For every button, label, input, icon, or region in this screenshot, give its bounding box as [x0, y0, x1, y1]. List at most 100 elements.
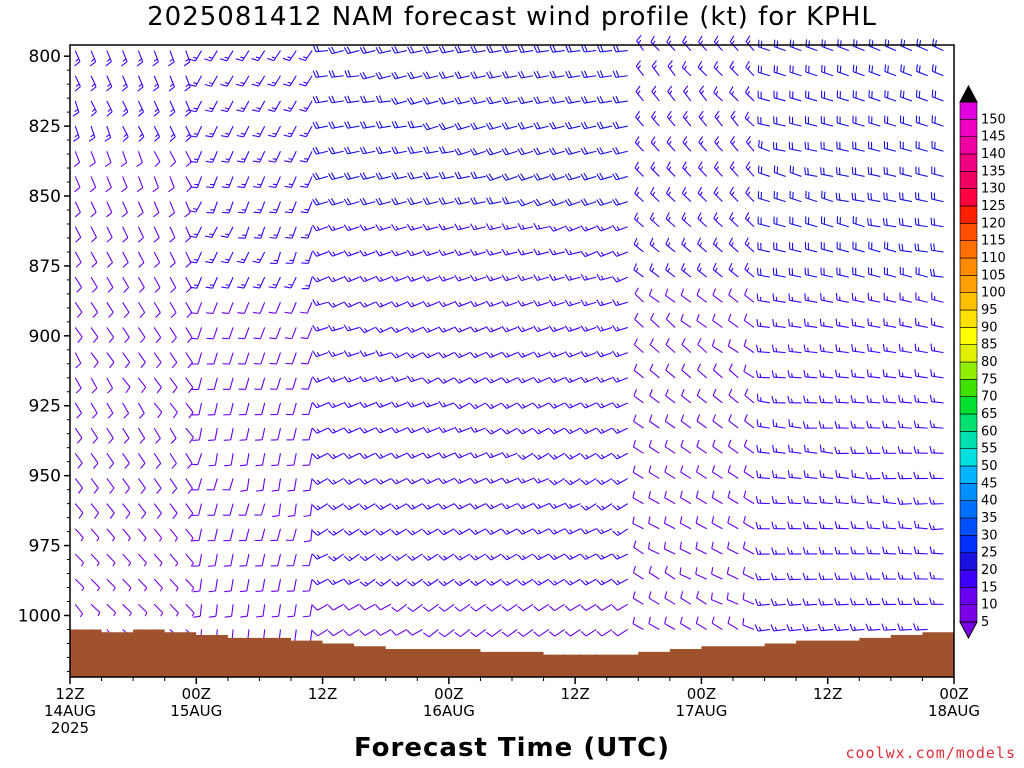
barb-half-flag	[379, 504, 384, 509]
wind-barb	[744, 388, 755, 404]
wind-barb	[168, 75, 176, 92]
barb-flag	[328, 555, 335, 562]
barb-flag	[533, 222, 538, 230]
wind-barb	[850, 420, 865, 429]
barb-half-flag	[506, 301, 510, 306]
barb-flag	[517, 631, 524, 637]
barb-half-flag	[138, 108, 143, 113]
wind-barb	[632, 440, 644, 454]
barb-half-flag	[822, 473, 825, 478]
barb-flag	[596, 70, 601, 78]
wind-barb	[298, 75, 313, 87]
wind-barb	[633, 363, 644, 379]
wind-barb	[517, 96, 534, 105]
barb-shaft	[394, 150, 407, 155]
barb-shaft	[411, 628, 423, 636]
barb-shaft	[601, 603, 613, 611]
barb-flag	[153, 212, 160, 218]
barb-half-flag	[185, 58, 190, 62]
wind-barb	[454, 45, 471, 54]
barb-half-flag	[822, 524, 825, 529]
wind-barb	[267, 50, 281, 62]
barb-shaft	[616, 402, 628, 409]
barb-flag	[727, 465, 731, 473]
barb-flag	[612, 96, 617, 104]
barb-shaft	[410, 175, 423, 180]
barb-shaft	[169, 553, 179, 564]
barb-shaft	[185, 276, 192, 288]
wind-barb	[240, 604, 250, 618]
barb-flag	[283, 109, 291, 112]
wind-barb	[612, 324, 628, 332]
barb-flag	[882, 495, 885, 503]
barb-flag	[438, 529, 445, 536]
barb-flag	[651, 110, 656, 118]
wind-barb	[359, 275, 376, 283]
barb-shaft	[379, 377, 392, 383]
barb-flag	[535, 173, 541, 180]
wind-barb	[596, 578, 613, 586]
barb-half-flag	[332, 402, 336, 407]
barb-flag	[485, 503, 492, 510]
wind-barb	[137, 75, 144, 92]
barb-flag	[239, 590, 247, 593]
barb-shaft	[537, 477, 550, 484]
barb-flag	[221, 186, 229, 189]
wind-barb	[153, 452, 162, 469]
wind-barb	[153, 402, 163, 419]
barb-flag	[375, 46, 380, 54]
barb-flag	[375, 375, 381, 383]
barb-flag	[697, 161, 703, 169]
barb-flag	[284, 211, 292, 214]
barb-shaft	[584, 226, 597, 232]
wind-barb	[438, 503, 455, 510]
barb-flag	[549, 122, 554, 130]
barb-shaft	[868, 198, 881, 203]
barb-shaft	[584, 75, 597, 79]
barb-half-flag	[521, 352, 526, 357]
barb-shaft	[773, 248, 786, 253]
barb-flag	[866, 521, 869, 529]
barb-shaft	[348, 477, 360, 485]
barb-half-flag	[822, 373, 825, 378]
barb-shaft	[664, 597, 676, 605]
barb-flag	[394, 197, 399, 205]
barb-shaft	[74, 503, 84, 514]
wind-barb	[438, 477, 455, 485]
barb-flag	[343, 173, 349, 180]
barb-flag	[302, 489, 311, 492]
wind-barb	[222, 201, 234, 214]
barb-flag	[611, 276, 618, 283]
wind-barb	[327, 324, 344, 332]
wind-barb	[438, 300, 455, 308]
barb-flag	[913, 420, 917, 428]
barb-shaft	[243, 151, 250, 163]
barb-half-flag	[870, 372, 872, 377]
wind-barb	[221, 276, 234, 289]
barb-flag	[651, 60, 657, 67]
barb-flag	[818, 421, 822, 429]
barb-shaft	[649, 395, 660, 404]
barb-half-flag	[332, 377, 336, 382]
y-tick-label: 950	[29, 467, 61, 487]
wind-barb	[106, 327, 115, 344]
barb-shaft	[245, 503, 250, 516]
barb-shaft	[884, 401, 897, 404]
barb-shaft	[868, 299, 881, 303]
barb-half-flag	[600, 226, 604, 231]
wind-barb	[929, 394, 944, 404]
barb-half-flag	[474, 403, 479, 408]
wind-barb	[327, 197, 344, 206]
barb-shaft	[257, 50, 266, 61]
barb-flag	[866, 495, 869, 503]
wind-barb	[237, 302, 250, 314]
barb-flag	[517, 122, 522, 130]
wind-barb	[743, 464, 755, 479]
wind-barb	[915, 115, 928, 127]
wind-barb	[222, 478, 234, 491]
barb-flag	[287, 615, 295, 618]
barb-half-flag	[537, 224, 541, 229]
barb-half-flag	[653, 65, 657, 69]
barb-half-flag	[191, 587, 195, 592]
barb-shaft	[490, 175, 502, 182]
